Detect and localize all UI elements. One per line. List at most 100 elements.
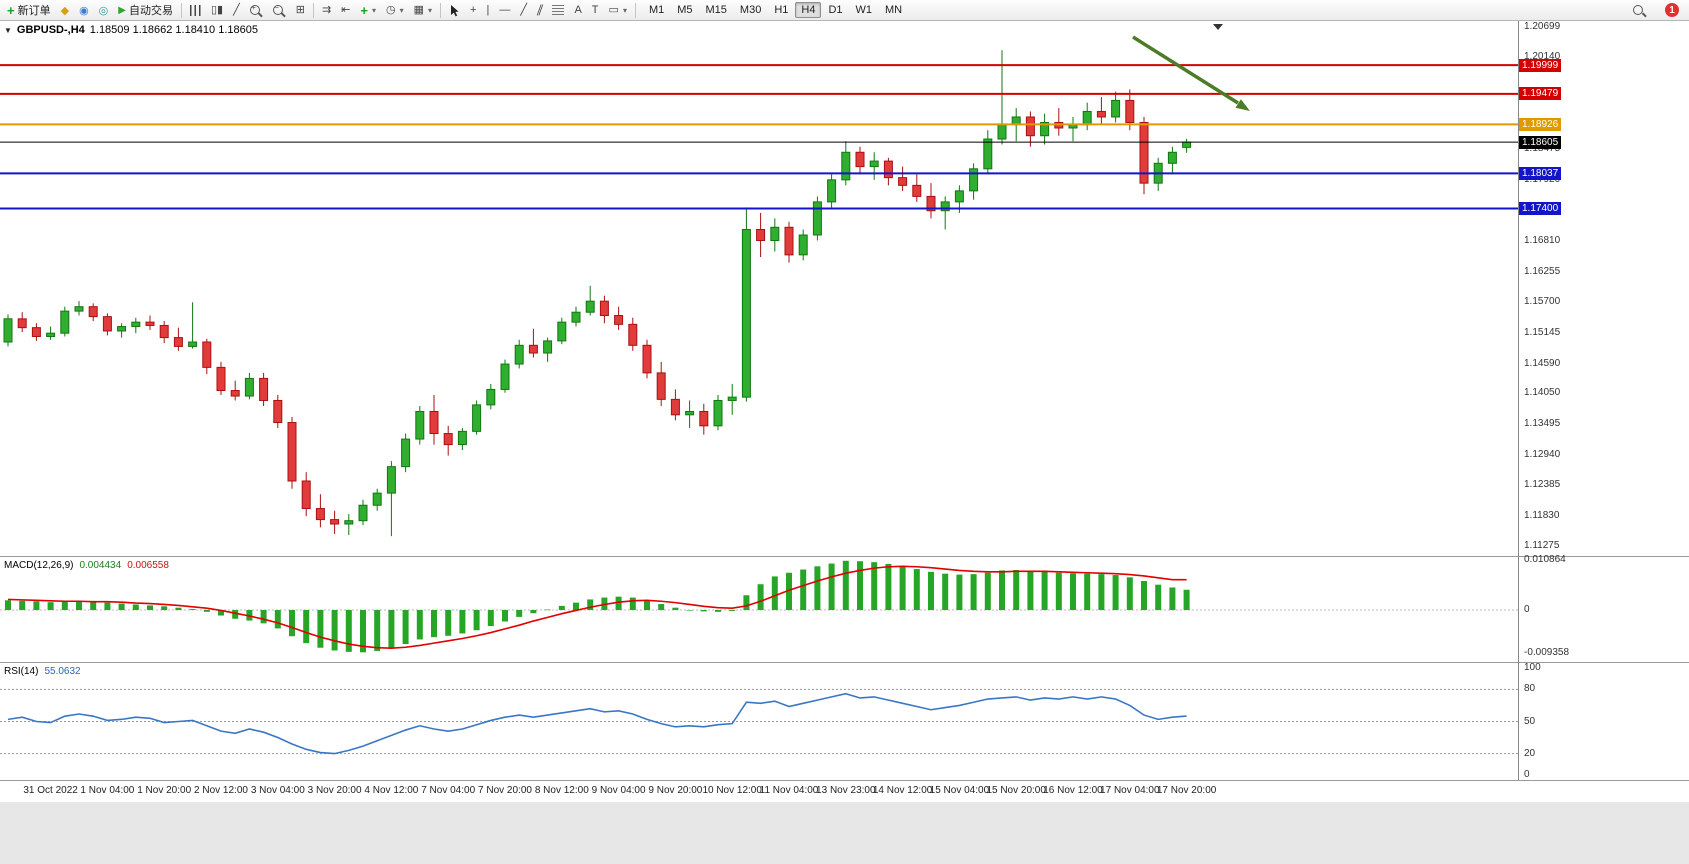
time-axis-label: 15 Nov 20:00 [986,785,1046,796]
chart-shift-marker[interactable] [1213,24,1223,30]
trend-arrow-annotation[interactable] [1132,35,1250,111]
vertical-line-button[interactable]: | [481,1,494,19]
periods-button[interactable]: ◷ ▾ [381,1,409,19]
rsi-axis-tick: 100 [1524,662,1541,673]
timeframe-button-mn[interactable]: MN [879,2,908,18]
macd-label: MACD(12,26,9) 0.004434 0.006558 [4,560,169,571]
macd-pane[interactable] [0,557,1518,662]
chevron-down-icon: ▾ [371,5,376,15]
market-watch-icon: ◎ [98,4,109,17]
rsi-axis: 100 80 50 20 0 [1518,663,1689,780]
line-chart-button[interactable]: ╱ [228,1,245,19]
crosshair-button[interactable]: + [465,1,481,19]
candlestick-chart-icon: ▯▮ [210,3,224,16]
new-order-icon: + [7,2,15,18]
auto-scroll-icon: ⇉ [321,3,332,16]
cursor-icon [451,4,459,16]
tile-windows-button[interactable]: ⊞ [291,1,310,19]
toolbar-separator [312,2,314,18]
price-axis-tick: 1.14590 [1524,357,1561,369]
cursor-button[interactable] [444,1,465,19]
time-axis-label: 17 Nov 04:00 [1100,785,1160,796]
time-axis-label: 8 Nov 12:00 [534,785,589,796]
bar-chart-button[interactable] [185,1,206,19]
price-axis-tick: 1.11275 [1524,540,1560,552]
search-button[interactable] [1628,1,1651,19]
price-axis-tick: 1.20140 [1524,51,1561,63]
timeframe-button-m1[interactable]: M1 [643,2,670,18]
candlestick-chart-button[interactable]: ▯▮ [206,1,228,19]
fibonacci-button[interactable] [547,1,569,19]
chart-shift-button[interactable]: ⇤ [336,1,355,19]
channel-button[interactable]: ∥ [532,1,548,19]
indicators-button[interactable]: + ▾ [355,1,381,19]
time-axis-label: 7 Nov 20:00 [478,785,532,796]
auto-trading-button[interactable]: ▶ 自动交易 [113,1,178,19]
clock-icon: ◷ [385,3,396,16]
notification-badge[interactable]: 1 [1665,3,1679,17]
pane-divider[interactable] [0,662,1689,663]
horizontal-line-button[interactable]: — [494,1,515,19]
rsi-axis-tick: 0 [1524,769,1530,780]
price-axis-tick: 1.13495 [1524,417,1561,429]
auto-trading-icon: ▶ [118,4,126,16]
price-level-badge: 1.18037 [1519,166,1562,180]
timeframe-button-w1[interactable]: W1 [850,2,879,18]
vertical-line-icon: | [486,3,490,16]
market-watch-button[interactable]: ◎ [94,1,114,19]
timeframe-toolbar: M1 M5 M15 M30 H1 H4 D1 W1 MN [643,2,908,18]
price-level-badge: 1.17400 [1519,202,1562,216]
indicators-icon: + [360,2,368,18]
shapes-button[interactable]: ▭ ▾ [604,1,632,19]
text-button[interactable]: A [569,1,586,19]
price-axis-tick: 1.16810 [1524,235,1561,247]
auto-scroll-button[interactable]: ⇉ [317,1,336,19]
price-level-badge: 1.19479 [1519,87,1562,101]
timeframe-button-m30[interactable]: M30 [734,2,767,18]
metaeditor-button[interactable]: ◆ [56,1,74,19]
price-axis-tick: 1.15145 [1524,326,1561,338]
price-axis-tick: 1.18475 [1524,143,1561,155]
timeframe-button-d1[interactable]: D1 [822,2,848,18]
zoom-in-button[interactable]: + [245,1,268,19]
time-axis[interactable]: 31 Oct 2022 1 Nov 04:00 1 Nov 20:00 2 Nov 1… [0,781,1689,802]
line-chart-icon: ╱ [233,3,240,16]
axis-separator [1518,21,1519,780]
time-axis-label: 3 Nov 04:00 [250,785,305,796]
main-price-pane[interactable] [0,21,1518,556]
collapse-caret-icon[interactable]: ▼ [4,25,12,35]
text-label-button[interactable]: T [587,1,604,19]
timeframe-button-m15[interactable]: M15 [700,2,733,18]
rsi-label: RSI(14) 55.0632 [4,666,81,677]
tile-windows-icon: ⊞ [295,3,305,16]
fibonacci-icon [552,4,565,16]
channel-icon: ∥ [534,3,545,16]
rsi-axis-tick: 80 [1524,683,1536,695]
pane-divider[interactable] [0,556,1689,557]
zoom-out-button[interactable]: − [268,1,291,19]
chart-shift-icon: ⇤ [341,3,351,16]
time-axis-label: 7 Nov 04:00 [421,785,476,796]
timeframe-button-h4[interactable]: H4 [795,2,822,18]
time-axis-label: 1 Nov 04:00 [80,785,135,796]
new-order-button[interactable]: + 新订单 [2,1,56,19]
profiles-button[interactable]: ◉ [74,1,94,19]
price-level-lines[interactable] [0,64,1518,210]
time-axis-label: 14 Nov 12:00 [872,785,933,796]
price-axis-tick: 1.12385 [1524,479,1561,491]
macd-main-value: 0.004434 [79,560,122,571]
macd-name: MACD(12,26,9) [4,560,74,571]
trendline-button[interactable]: ╱ [515,1,532,19]
timeframe-button-m5[interactable]: M5 [671,2,698,18]
time-axis-label: 13 Nov 23:00 [816,785,876,796]
toolbar-right-group: 1 [1628,1,1687,19]
timeframe-button-h1[interactable]: H1 [768,2,794,18]
rsi-axis-tick: 20 [1524,747,1536,759]
ohlc-values: 1.18509 1.18662 1.18410 1.18605 [89,24,258,36]
chevron-down-icon: ▾ [399,5,404,15]
symbol-title: GBPUSD-,H4 [16,24,85,36]
horizontal-line-icon: — [499,3,511,16]
rsi-pane[interactable] [0,663,1518,780]
time-axis-label: 1 Nov 20:00 [137,785,192,796]
templates-button[interactable]: ▦ ▾ [409,1,437,19]
